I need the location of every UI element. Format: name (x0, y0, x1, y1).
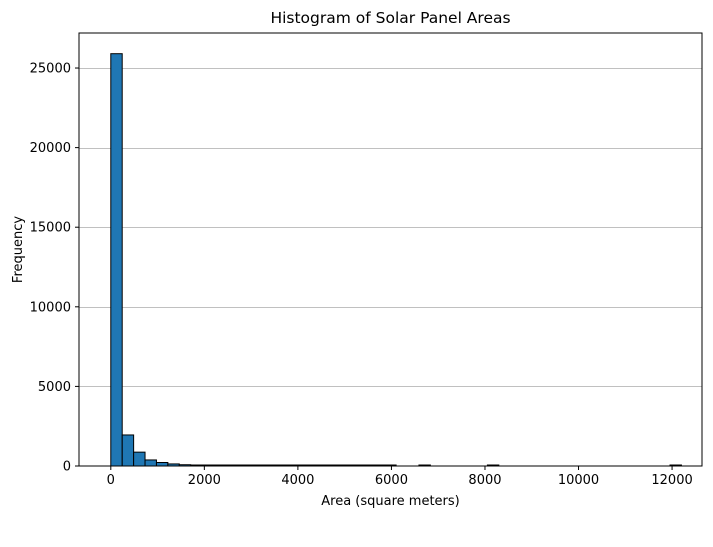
y-tick-label: 10000 (30, 300, 71, 315)
x-tick-label: 10000 (558, 473, 599, 488)
histogram-bar (155, 462, 169, 467)
y-axis-label: Frequency (11, 216, 26, 283)
y-tick-label: 15000 (30, 221, 71, 236)
histogram-bars (110, 53, 682, 467)
histogram-bar (144, 459, 157, 467)
y-tick-label: 25000 (30, 62, 71, 77)
x-tick-label: 4000 (281, 473, 314, 488)
axis-ticks: 0 2000 4000 6000 8000 10000 12000 0 5000 10000 150… (30, 62, 693, 488)
histogram-bar (133, 451, 146, 467)
x-axis-label: Area (square meters) (321, 494, 460, 509)
histogram-bar (121, 434, 135, 467)
x-tick-label: 6000 (375, 473, 408, 488)
y-tick-label: 0 (63, 460, 71, 475)
y-tick-label: 5000 (38, 380, 71, 395)
y-tick-label: 20000 (30, 141, 71, 156)
x-tick-label: 2000 (188, 473, 221, 488)
histogram-bar (110, 53, 123, 467)
x-tick-label: 12000 (651, 473, 692, 488)
x-tick-label: 0 (107, 473, 115, 488)
plot-frame (78, 32, 703, 467)
chart-title: Histogram of Solar Panel Areas (270, 9, 510, 27)
grid-lines (79, 68, 702, 387)
x-tick-label: 8000 (468, 473, 501, 488)
